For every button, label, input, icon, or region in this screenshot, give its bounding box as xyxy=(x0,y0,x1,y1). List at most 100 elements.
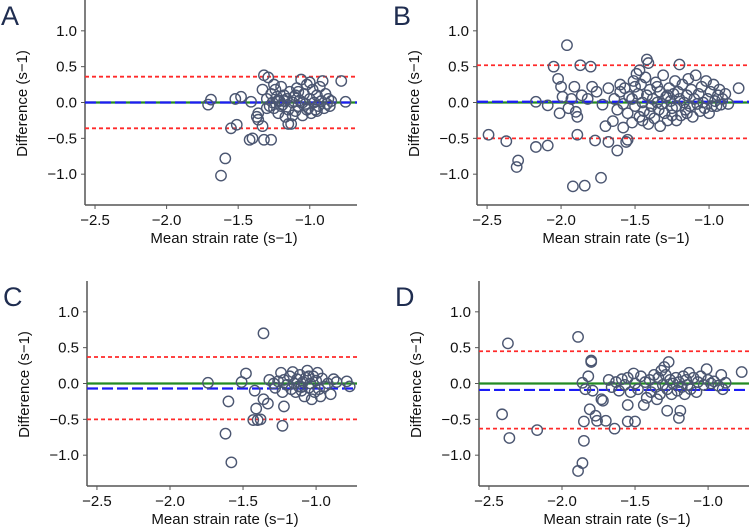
data-point xyxy=(272,94,285,107)
data-point xyxy=(302,370,315,383)
data-point xyxy=(658,361,671,373)
data-point xyxy=(689,69,702,82)
x-tick-label: −2.0 xyxy=(547,493,577,510)
data-point xyxy=(572,465,584,477)
data-point xyxy=(343,380,356,393)
data-point xyxy=(252,107,265,120)
data-point xyxy=(673,58,686,71)
data-point xyxy=(303,76,316,89)
data-point xyxy=(300,103,313,116)
data-point xyxy=(669,75,681,87)
data-point xyxy=(716,383,729,396)
data-point xyxy=(323,100,336,112)
data-point xyxy=(620,136,633,148)
data-point xyxy=(714,98,727,111)
data-point xyxy=(627,75,640,87)
y-tick-label: 0.0 xyxy=(56,95,77,112)
data-point xyxy=(240,367,252,380)
data-point xyxy=(215,169,227,182)
data-point xyxy=(569,105,582,118)
data-point xyxy=(579,383,592,396)
data-point xyxy=(617,98,630,110)
y-axis-label: Difference (s−1) xyxy=(406,50,423,157)
data-point xyxy=(248,384,261,397)
data-point xyxy=(702,374,714,386)
data-point xyxy=(629,100,641,112)
data-point xyxy=(599,414,612,427)
y-tick-label: −1.0 xyxy=(49,447,79,464)
data-point xyxy=(250,402,263,415)
data-point xyxy=(674,404,687,417)
data-point xyxy=(561,39,573,52)
data-point xyxy=(621,371,634,384)
data-point xyxy=(708,375,720,388)
data-point xyxy=(275,80,288,93)
x-axis-label: Mean strain rate (s−1) xyxy=(542,230,689,247)
data-point xyxy=(586,384,599,397)
data-point xyxy=(700,363,713,376)
data-point xyxy=(556,90,569,103)
x-tick-label: −2.5 xyxy=(474,493,504,510)
data-point xyxy=(541,139,554,152)
data-point xyxy=(500,135,513,148)
data-point xyxy=(661,89,674,102)
y-tick-label: −0.5 xyxy=(49,411,79,428)
data-point xyxy=(258,133,270,146)
data-point xyxy=(321,377,334,390)
data-point xyxy=(222,395,235,408)
data-point xyxy=(219,152,232,165)
data-point xyxy=(682,72,695,85)
data-point xyxy=(636,114,649,127)
data-point xyxy=(705,377,717,390)
data-point xyxy=(286,109,299,122)
data-point xyxy=(261,397,274,410)
data-point xyxy=(246,132,259,145)
data-point xyxy=(571,128,584,141)
data-point xyxy=(715,368,728,381)
data-point xyxy=(335,75,348,87)
data-point xyxy=(268,78,280,91)
data-point xyxy=(632,383,644,396)
data-point xyxy=(257,393,270,406)
data-point xyxy=(629,80,641,93)
data-point xyxy=(339,95,352,108)
y-tick-label: 0.0 xyxy=(450,376,471,393)
x-tick-label: −1.5 xyxy=(228,493,258,510)
data-point xyxy=(655,364,668,377)
x-axis-label: Mean strain rate (s−1) xyxy=(543,511,690,527)
panel-letter: D xyxy=(395,282,415,312)
x-tick-label: −1.5 xyxy=(620,212,650,229)
data-point xyxy=(672,412,685,424)
data-point xyxy=(621,107,634,120)
data-point xyxy=(637,399,650,411)
data-point xyxy=(661,404,674,417)
data-point xyxy=(502,337,514,350)
data-point xyxy=(276,419,289,432)
data-point xyxy=(595,393,608,406)
y-tick-label: 0.5 xyxy=(58,340,79,357)
data-point xyxy=(709,95,721,107)
data-point xyxy=(606,115,619,128)
data-point xyxy=(254,413,267,426)
data-point xyxy=(626,116,638,129)
y-tick-label: 0.5 xyxy=(450,340,471,357)
data-point xyxy=(578,179,591,192)
data-point xyxy=(677,96,690,109)
x-tick-label: −2.5 xyxy=(80,212,110,229)
data-point xyxy=(510,161,523,173)
data-point xyxy=(608,93,621,105)
data-point xyxy=(552,72,564,85)
panel-b: B 1.0 0.5 0.0 −0.5 −1.0 −2.5 −2.0 −1.5 −1.0 Mean s… xyxy=(393,0,749,247)
data-point xyxy=(565,93,578,105)
y-tick-label: 1.0 xyxy=(58,304,79,321)
data-point xyxy=(686,110,699,123)
data-point xyxy=(229,93,242,105)
data-point xyxy=(629,415,641,428)
data-point xyxy=(621,133,634,146)
data-point xyxy=(325,95,338,107)
data-point xyxy=(318,380,331,393)
data-point xyxy=(289,89,302,102)
data-point xyxy=(602,374,615,386)
y-tick-label: −1.0 xyxy=(47,166,77,183)
